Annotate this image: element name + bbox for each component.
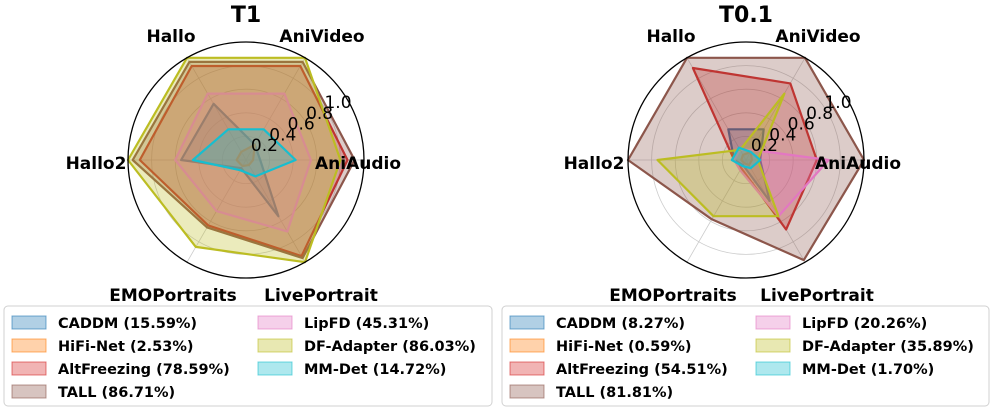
axis-label-anivideo: AniVideo [279, 27, 364, 47]
radial-tick-label: 0.6 [288, 115, 315, 135]
legend-swatch-hifi-net [509, 338, 545, 353]
grid-spoke [186, 57, 247, 161]
legend-swatch-altfreezing [509, 361, 545, 376]
axis-label-liveportrait: LivePortrait [760, 286, 874, 306]
radar-chart-2: 0.20.40.60.81.0 AniAudio AniVideo Hallo Hall… [501, 3, 990, 407]
legend-label-df-adapter: DF-Adapter (86.03%) [304, 339, 476, 355]
radial-tick-label: 0.8 [306, 104, 333, 124]
series-polygon-lipfd [174, 92, 312, 233]
legend-swatch-caddm [509, 315, 545, 330]
axis-label-liveportrait: LivePortrait [264, 286, 378, 306]
radial-tick-label: 0.8 [806, 104, 833, 124]
radial-tick-label: 0.2 [251, 136, 278, 156]
legend-swatch-mm-det [755, 361, 791, 376]
legend-swatch-caddm [11, 315, 47, 330]
legend-swatch-lipfd [257, 315, 293, 330]
grid-spoke [245, 57, 306, 161]
axis-label-aniaudio: AniAudio [815, 154, 901, 174]
series-polygon-mm-det [730, 146, 762, 170]
radial-tick-label: 0.6 [788, 115, 815, 135]
radial-tick-label: 0.2 [751, 136, 778, 156]
legend-box [3, 305, 493, 407]
radial-tick-label: 0.4 [269, 125, 296, 145]
axis-label-hallo2: Hallo2 [66, 154, 127, 174]
grid-spoke [745, 57, 806, 161]
legend-label-altfreezing: AltFreezing (78.59%) [58, 362, 230, 378]
legend-swatch-mm-det [257, 361, 293, 376]
axis-label-anivideo: AniVideo [775, 27, 860, 47]
legend-label-df-adapter: DF-Adapter (35.89%) [802, 339, 974, 355]
legend-label-caddm: CADDM (15.59%) [58, 316, 197, 332]
legend-label-lipfd: LipFD (45.31%) [304, 316, 429, 332]
outer-frame [627, 41, 865, 279]
radial-tick-label: 1.0 [324, 93, 351, 113]
legend-swatch-altfreezing [11, 361, 47, 376]
chart-title: T0.1 [719, 3, 773, 28]
series-polygon-hifi-net [235, 143, 256, 168]
legend-box [501, 305, 990, 407]
radial-tick-label: 0.4 [769, 125, 796, 145]
legend-label-tall: TALL (81.81%) [556, 385, 673, 401]
axis-label-emoportraits: EMOPortraits [109, 286, 237, 306]
axis-label-hallo: Hallo [646, 27, 695, 47]
legend-swatch-tall [11, 384, 47, 399]
legend-label-altfreezing: AltFreezing (54.51%) [556, 362, 728, 378]
radar-chart-1: 0.20.40.60.81.0 AniAudio AniVideo Hallo Hall… [3, 3, 493, 407]
legend-label-lipfd: LipFD (20.26%) [802, 316, 927, 332]
legend-label-mm-det: MM-Det (14.72%) [304, 362, 446, 378]
axis-label-aniaudio: AniAudio [315, 154, 401, 174]
legend-swatch-df-adapter [257, 338, 293, 353]
legend-swatch-hifi-net [11, 338, 47, 353]
grid-spoke [686, 159, 747, 263]
axis-label-hallo2: Hallo2 [564, 154, 625, 174]
series-polygon-df-adapter [656, 92, 786, 218]
radial-tick-label: 1.0 [824, 93, 851, 113]
axis-label-hallo: Hallo [146, 27, 195, 47]
legend-label-hifi-net: HiFi-Net (2.53%) [58, 339, 194, 355]
legend-label-tall: TALL (86.71%) [58, 385, 175, 401]
legend: CADDM (15.59%) HiFi-Net (2.53%) AltFreezin… [3, 305, 493, 407]
series-polygon-mm-det [191, 128, 297, 178]
legend-swatch-lipfd [755, 315, 791, 330]
axis-label-emoportraits: EMOPortraits [609, 286, 737, 306]
legend: CADDM (8.27%) HiFi-Net (0.59%) AltFreezing… [501, 305, 990, 407]
legend-swatch-df-adapter [755, 338, 791, 353]
legend-swatch-tall [509, 384, 545, 399]
legend-label-hifi-net: HiFi-Net (0.59%) [556, 339, 692, 355]
outer-frame [127, 41, 365, 279]
legend-label-caddm: CADDM (8.27%) [556, 316, 685, 332]
chart-title: T1 [231, 3, 261, 28]
legend-label-mm-det: MM-Det (1.70%) [802, 362, 934, 378]
series-polygon-tall [131, 60, 356, 260]
